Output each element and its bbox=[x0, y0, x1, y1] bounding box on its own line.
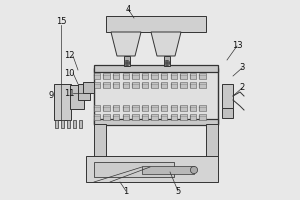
Bar bbox=[161, 114, 167, 120]
Circle shape bbox=[166, 62, 168, 64]
Text: 12: 12 bbox=[64, 51, 74, 60]
Bar bbox=[171, 114, 177, 120]
Text: 4: 4 bbox=[125, 4, 130, 14]
Text: 15: 15 bbox=[56, 18, 66, 26]
Bar bbox=[86, 156, 218, 182]
Bar bbox=[180, 73, 187, 79]
Bar bbox=[94, 124, 106, 160]
Bar bbox=[190, 114, 196, 120]
Bar bbox=[152, 82, 158, 88]
Bar bbox=[73, 120, 76, 128]
Text: 10: 10 bbox=[64, 68, 74, 77]
Bar bbox=[113, 82, 119, 88]
Bar bbox=[142, 105, 148, 111]
Bar bbox=[123, 73, 129, 79]
Bar bbox=[103, 73, 110, 79]
Bar bbox=[78, 84, 90, 100]
Bar bbox=[67, 120, 70, 128]
Bar bbox=[123, 105, 129, 111]
Bar bbox=[190, 105, 196, 111]
Bar bbox=[171, 82, 177, 88]
Bar bbox=[200, 73, 206, 79]
Bar bbox=[222, 108, 233, 118]
Bar bbox=[200, 105, 206, 111]
Bar bbox=[94, 162, 174, 177]
Bar bbox=[152, 105, 158, 111]
Bar bbox=[103, 114, 110, 120]
Bar bbox=[103, 105, 110, 111]
Bar bbox=[94, 68, 218, 124]
Bar bbox=[113, 105, 119, 111]
Bar bbox=[161, 82, 167, 88]
Bar bbox=[55, 120, 58, 128]
Text: 1: 1 bbox=[123, 186, 129, 196]
Text: 5: 5 bbox=[176, 186, 181, 196]
Polygon shape bbox=[151, 32, 181, 56]
Bar bbox=[94, 114, 100, 120]
Bar bbox=[94, 65, 218, 72]
Bar bbox=[161, 73, 167, 79]
Bar bbox=[94, 119, 218, 125]
Bar bbox=[132, 73, 139, 79]
Bar bbox=[152, 114, 158, 120]
Bar bbox=[142, 114, 148, 120]
Bar bbox=[94, 82, 100, 88]
Circle shape bbox=[124, 60, 130, 66]
Bar bbox=[200, 114, 206, 120]
Text: 9: 9 bbox=[48, 92, 54, 100]
Bar bbox=[171, 105, 177, 111]
Bar bbox=[206, 124, 218, 160]
Text: 3: 3 bbox=[239, 64, 245, 72]
Circle shape bbox=[164, 60, 169, 66]
Bar bbox=[79, 120, 82, 128]
Bar bbox=[132, 114, 139, 120]
Bar bbox=[113, 73, 119, 79]
Bar bbox=[152, 73, 158, 79]
Bar bbox=[132, 105, 139, 111]
Bar bbox=[142, 82, 148, 88]
Bar bbox=[83, 82, 94, 93]
Circle shape bbox=[126, 62, 128, 64]
Bar bbox=[124, 56, 130, 66]
Bar bbox=[94, 73, 100, 79]
Bar bbox=[200, 82, 206, 88]
Bar bbox=[190, 82, 196, 88]
Bar bbox=[142, 73, 148, 79]
Bar bbox=[180, 114, 187, 120]
Bar bbox=[123, 114, 129, 120]
Bar bbox=[113, 114, 119, 120]
Text: 11: 11 bbox=[64, 88, 74, 98]
Circle shape bbox=[190, 166, 198, 174]
Bar bbox=[132, 82, 139, 88]
Bar bbox=[190, 73, 196, 79]
Bar bbox=[106, 16, 206, 32]
Text: 2: 2 bbox=[239, 83, 244, 92]
Text: 13: 13 bbox=[232, 42, 242, 50]
Bar bbox=[161, 105, 167, 111]
Bar bbox=[222, 84, 233, 108]
Bar bbox=[123, 82, 129, 88]
Polygon shape bbox=[111, 32, 141, 56]
Bar bbox=[180, 82, 187, 88]
Bar bbox=[180, 105, 187, 111]
Bar bbox=[70, 85, 84, 109]
Bar bbox=[54, 84, 71, 120]
Bar bbox=[103, 82, 110, 88]
Bar bbox=[171, 73, 177, 79]
Bar bbox=[61, 120, 64, 128]
Bar bbox=[164, 56, 170, 66]
Bar bbox=[142, 166, 194, 174]
Bar bbox=[94, 105, 100, 111]
